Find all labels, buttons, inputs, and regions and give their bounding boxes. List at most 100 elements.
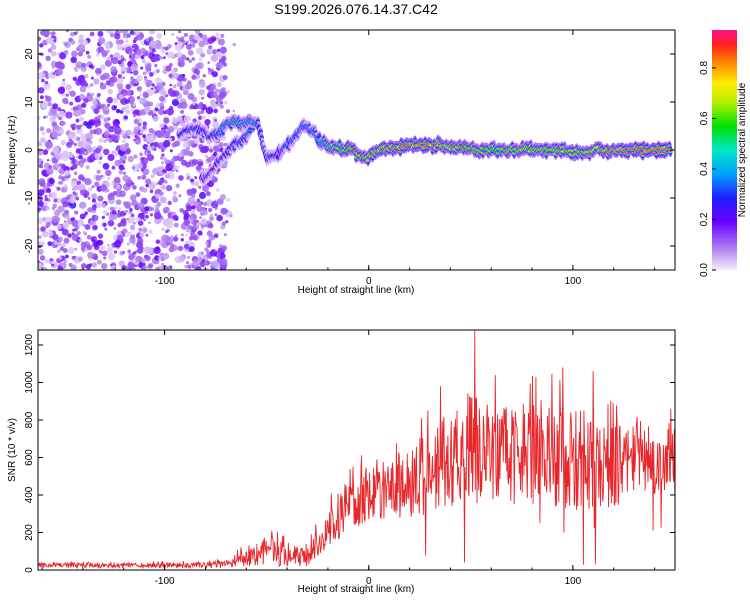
spectrogram-noise-cell [97,30,104,37]
spectrogram-noise-cell [199,146,207,153]
spectrogram-noise-cell [191,159,199,166]
spectrogram-noise-cell [116,184,121,190]
spectrogram-noise-cell [152,115,159,122]
spectrogram-noise-cell [142,187,148,193]
spectrogram-noise-cell [103,148,110,155]
spectrogram-noise-cell [163,139,171,148]
spectrogram-noise-cell [220,33,225,38]
spectrogram-noise-cell [200,109,205,114]
spectrogram-noise-cell [128,215,136,223]
spectrogram-noise-cell [99,83,107,90]
spectrogram-noise-cell [75,118,80,123]
spectrogram-noise-cell [117,74,123,79]
spectrogram-noise-cell [129,208,133,212]
spectrogram-noise-cell [83,194,88,198]
spectrogram-noise-cell [51,31,56,36]
spectrogram-noise-cell [40,95,44,100]
spectrogram-noise-cell [225,109,231,114]
spectrogram-noise-cell [38,189,45,196]
spectrogram-noise-cell [115,109,121,114]
spectrogram-noise-cell [213,108,218,114]
spectrogram-noise-cell [50,44,57,50]
spectrogram-noise-cell [62,201,69,208]
spectrogram-noise-cell [146,154,154,162]
spectrogram-noise-cell [125,209,129,213]
spectrogram-noise-cell [204,261,208,265]
spectrogram-noise-cell [161,227,165,231]
spectrogram-noise-cell [186,261,190,265]
spectrogram-noise-cell [164,131,171,138]
spectrogram-noise-cell [178,30,182,34]
spectrogram-noise-cell [199,41,206,47]
spectrogram-noise-cell [118,207,122,210]
spectrogram-noise-cell [84,74,89,79]
spectrogram-noise-cell [39,72,44,77]
spectrogram-noise-cell [58,256,62,260]
spectrogram-noise-cell [75,61,83,69]
spectrogram-noise-cell [56,68,64,76]
spectrogram-noise-cell [195,47,204,55]
spectrogram-noise-cell [140,157,145,162]
spectrogram-noise-cell [193,34,200,41]
spectrogram-noise-cell [49,116,56,123]
spectrogram-noise-cell [167,200,172,206]
spectrogram-noise-cell [199,260,206,268]
spectrogram-noise-cell [103,131,110,138]
spectrogram-noise-cell [188,235,194,241]
spectrogram-noise-cell [107,243,110,247]
spectrogram-noise-cell [148,263,154,269]
spectrogram-noise-cell [96,169,101,174]
spectrogram-noise-cell [89,219,96,227]
spectrogram-noise-cell [47,241,53,247]
spectrogram-noise-cell [149,72,154,77]
spectrogram-noise-cell [64,170,70,176]
spectrogram-noise-cell [68,262,73,267]
spectrogram-noise-cell [70,56,77,64]
spectrogram-noise-cell [152,54,155,57]
spectrogram-noise-cell [115,39,121,45]
spectrogram-noise-cell [226,197,231,202]
spectrogram-noise-cell [180,109,185,114]
spectrogram-noise-cell [139,130,144,134]
spectrogram-noise-cell [133,114,136,118]
spectrogram-noise-cell [201,34,208,41]
spectrogram-noise-cell [149,30,156,35]
spectrogram-noise-cell [199,211,205,217]
spectrogram-noise-cell [67,233,72,238]
snr-series-line [38,330,675,570]
spectrogram-noise-cell [65,111,73,119]
spectrogram-noise-cell [160,196,167,204]
spectrogram-noise-cell [206,191,211,197]
spectrogram-noise-cell [79,201,87,209]
spectrogram-noise-cell [38,116,41,120]
spectrogram-noise-cell [75,31,79,35]
spectrogram-noise-cell [155,68,160,74]
spectrogram-noise-cell [50,50,57,57]
snr-y-tick-label: 1200 [24,333,35,356]
spectrogram-noise-cell [67,131,75,140]
spectrogram-noise-cell [209,249,218,257]
spectrogram-noise-cell [45,55,51,61]
spectrogram-noise-cell [137,220,144,226]
spectrogram-noise-cell [220,55,227,62]
spectrogram-noise-cell [43,82,51,90]
spectrogram-noise-cell [93,107,100,114]
spectrogram-noise-cell [223,100,228,105]
spectrogram-noise-cell [113,240,122,248]
spectrogram-noise-cell [44,258,50,264]
spectrogram-noise-cell [191,74,197,80]
spectrogram-noise-cell [93,78,100,85]
spectrogram-noise-cell [182,77,187,82]
spectrogram-noise-cell [155,193,161,199]
spectrogram-noise-cell [98,160,102,165]
spectrogram-noise-cell [207,222,214,229]
spectrogram-noise-cell [221,221,227,226]
spectrogram-noise-cell [84,178,92,186]
spectrogram-noise-cell [116,43,124,51]
spectrogram-noise-cell [94,215,99,220]
spectrogram-noise-cell [211,120,220,128]
spectrogram-noise-cell [132,39,137,44]
spectrogram-noise-cell [129,55,132,59]
spectrogram-noise-cell [115,199,122,205]
spectrogram-noise-cell [57,205,65,213]
